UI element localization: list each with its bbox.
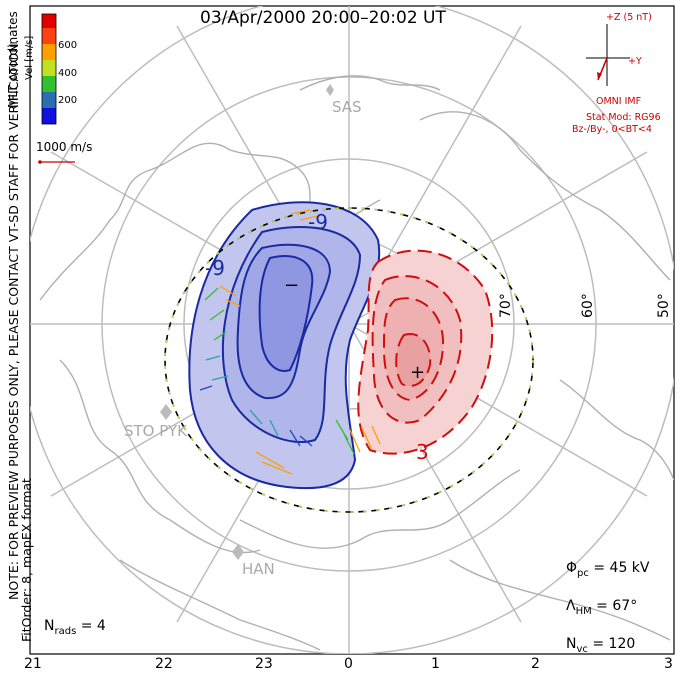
contour-label-neg-1: -9 (205, 256, 225, 280)
imf-dial (586, 24, 630, 86)
imf-z-label: +Z (5 nT) (606, 12, 652, 23)
coordinate-system-label: MLT coordinates (6, 11, 20, 108)
station-han-marker (232, 544, 244, 560)
positive-potential-cell: + (357, 249, 494, 455)
imf-model: Stat Mod: RG96 (586, 112, 661, 123)
latitude-label-60: 60° (580, 293, 596, 318)
contour-label-pos: 3 (416, 440, 429, 464)
map-title: 03/Apr/2000 20:00–20:02 UT (200, 8, 446, 28)
mlt-label-22: 22 (155, 656, 173, 672)
map-statistics: Φpc = 45 kV ΛHM = 67° Nvc = 120 (566, 552, 649, 665)
station-sto-marker (160, 404, 172, 420)
potential-min-marker: − (284, 275, 299, 296)
phi-pc-stat: Φpc = 45 kV (566, 560, 650, 579)
mlt-label-0: 0 (344, 656, 353, 672)
mlt-label-2: 2 (531, 656, 540, 672)
latitude-label-70: 70° (498, 293, 514, 318)
mlt-label-21: 21 (24, 656, 42, 672)
velocity-colorbar (41, 13, 57, 125)
imf-y-label: +Y (628, 56, 642, 67)
latitude-label-50: 50° (656, 293, 672, 318)
imf-source: OMNI IMF (596, 96, 642, 107)
negative-potential-cell: − (188, 201, 381, 490)
potential-max-marker: + (410, 362, 425, 383)
colorbar-unit-label: Vel [m/s] (24, 35, 35, 80)
station-han-label: HAN (242, 560, 275, 578)
contour-label-neg-2: -9 (308, 210, 328, 234)
station-sas-marker (326, 84, 334, 96)
velocity-vectors (199, 209, 381, 475)
fit-order-note: FitOrder: 8, mapEX format (19, 478, 34, 642)
n-rads-stat: Nrads = 4 (44, 618, 106, 637)
station-sas-label: SAS (332, 98, 362, 116)
lambda-hm-stat: ΛHM = 67° (566, 597, 638, 617)
reference-vector-label: 1000 m/s (36, 140, 93, 154)
colorbar-tick-600: 600 (58, 40, 77, 51)
colorbar-tick-400: 400 (58, 68, 77, 79)
mlt-label-1: 1 (431, 656, 440, 672)
n-vc-stat: Nvc = 120 (566, 635, 636, 655)
mlt-label-23: 23 (255, 656, 273, 672)
station-sto-pyk-label: STO PYK (124, 422, 187, 440)
mlt-label-3: 3 (664, 656, 673, 672)
imf-condition: Bz-/By-, 0<BT<4 (572, 124, 652, 135)
colorbar-tick-200: 200 (58, 95, 77, 106)
